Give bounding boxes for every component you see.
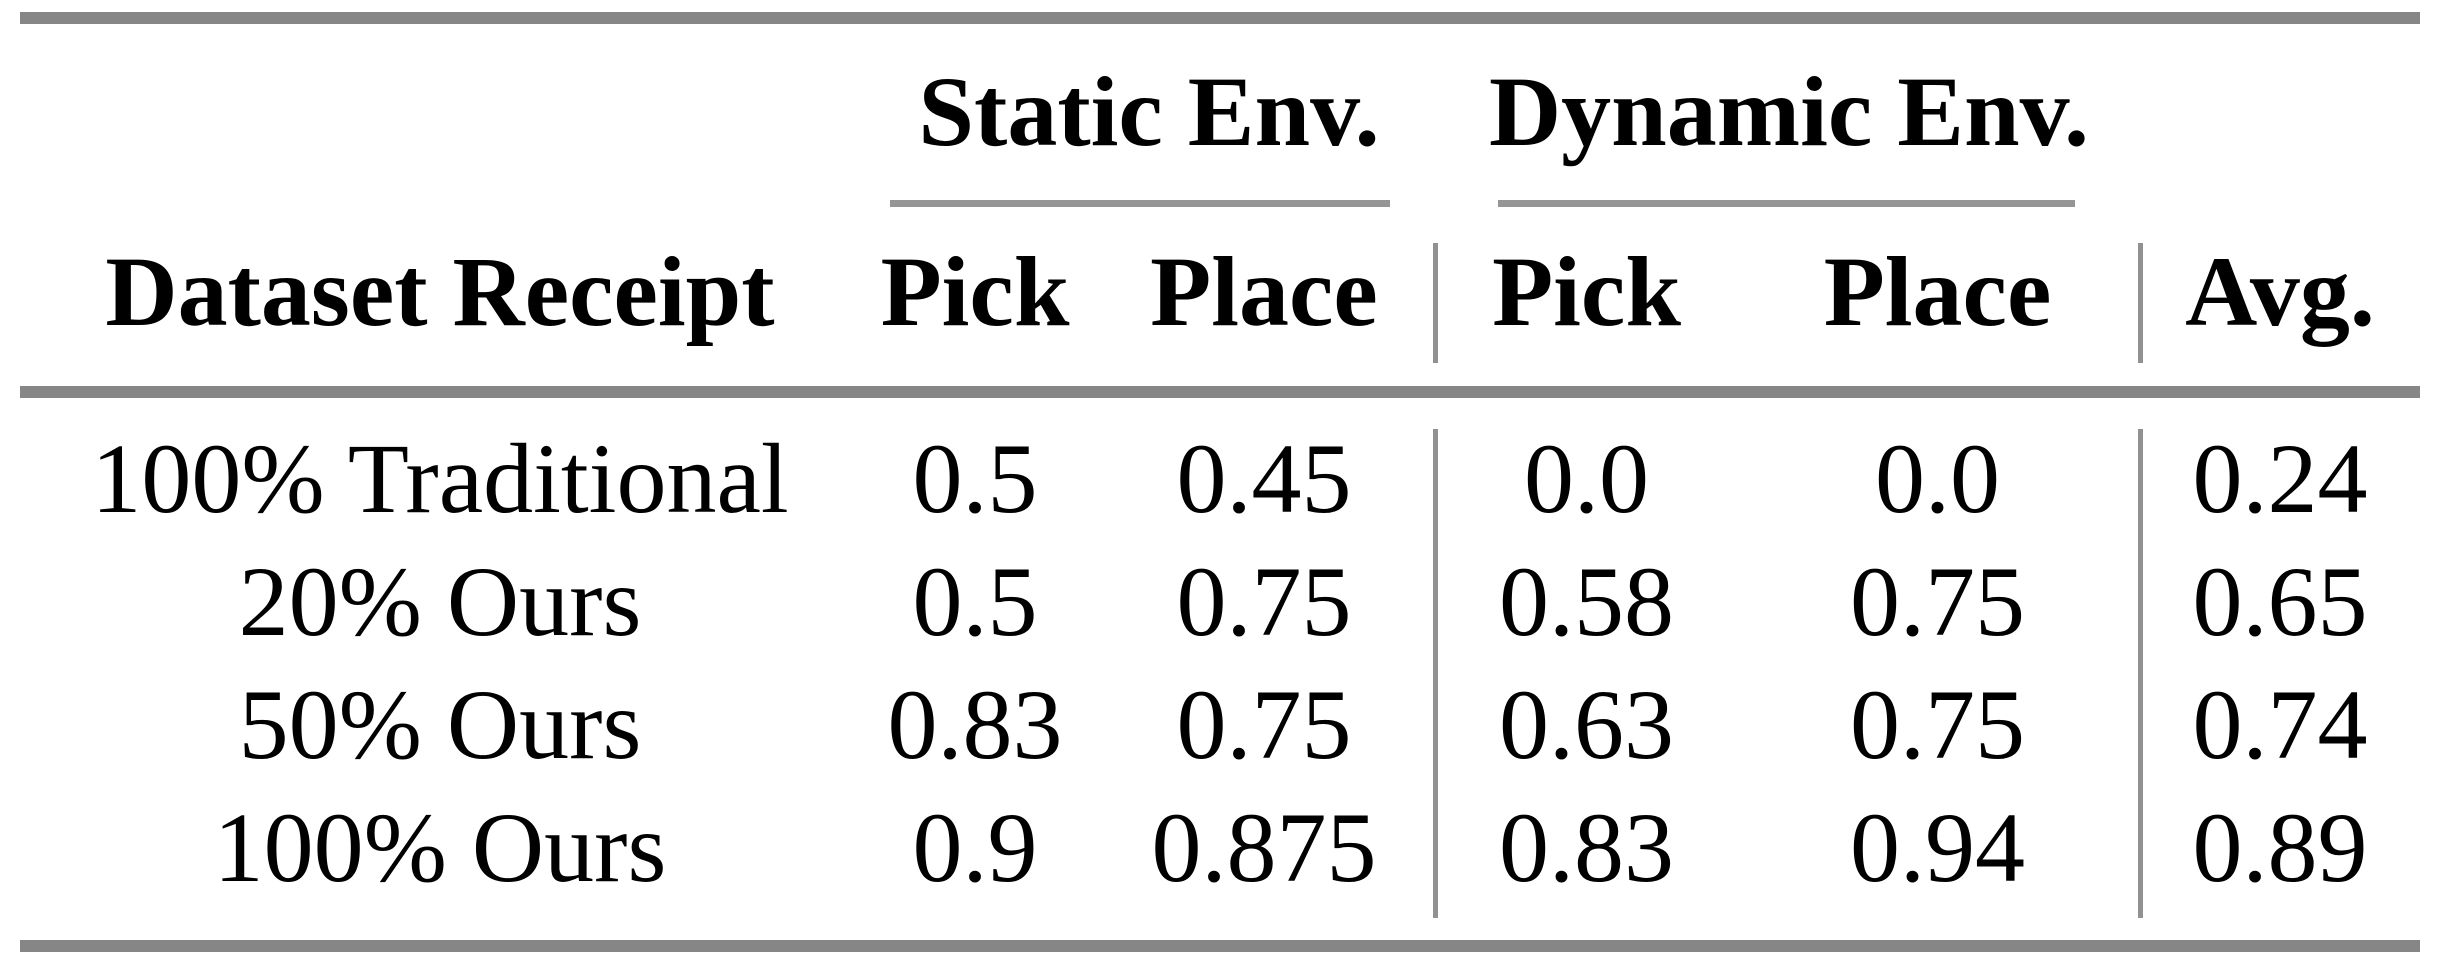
group-header-static-env: Static Env.: [918, 56, 1380, 167]
col-header-avg: Avg.: [2185, 235, 2375, 347]
table-row: 100% Ours 0.9 0.875 0.83 0.94 0.89: [20, 786, 2420, 909]
row-label: 50% Ours: [238, 668, 642, 780]
midrule-spacer-row: [20, 387, 2420, 417]
cell-dynamic-place: 0.0: [1875, 422, 2000, 534]
cell-static-place: 0.875: [1151, 791, 1377, 903]
cell-static-place: 0.75: [1176, 545, 1352, 657]
bottom-rule: [20, 940, 2420, 952]
col-header-static-pick: Pick: [880, 235, 1070, 347]
table-row: 20% Ours 0.5 0.75 0.58 0.75 0.65: [20, 540, 2420, 663]
cell-static-pick: 0.5: [912, 422, 1038, 534]
cell-dynamic-pick: 0.58: [1499, 545, 1674, 657]
cell-avg: 0.89: [2192, 791, 2368, 903]
cell-dynamic-place: 0.75: [1850, 545, 2025, 657]
cell-static-pick: 0.83: [887, 668, 1063, 780]
row-label: 100% Ours: [213, 791, 667, 903]
cell-avg: 0.24: [2192, 422, 2368, 534]
col-header-dynamic-place: Place: [1823, 235, 2052, 347]
table-row: 50% Ours 0.83 0.75 0.63 0.75 0.74: [20, 663, 2420, 786]
row-label: 100% Traditional: [91, 422, 789, 534]
spacer-cell: [20, 200, 2420, 226]
column-header-row: Dataset Receipt Pick Place Pick Place Av…: [20, 226, 2420, 387]
cell-avg: 0.74: [2192, 668, 2368, 780]
vertical-separator-avg-header: [2138, 243, 2143, 363]
top-rule: [20, 12, 2420, 24]
cell-static-place: 0.45: [1176, 422, 1352, 534]
dynamic-env-cmidrule: [1498, 200, 2075, 207]
vertical-separator-static-dynamic-header: [1433, 243, 1438, 363]
col-header-dynamic-pick: Pick: [1492, 235, 1681, 347]
group-header-row: Static Env. Dynamic Env.: [20, 24, 2420, 200]
cell-static-pick: 0.9: [912, 791, 1038, 903]
cell-dynamic-pick: 0.0: [1524, 422, 1649, 534]
row-label: 20% Ours: [238, 545, 642, 657]
spacer-cell: [20, 24, 860, 200]
col-header-static-place: Place: [1150, 235, 1378, 347]
header-midrule: [20, 386, 2420, 398]
cell-avg: 0.65: [2192, 545, 2368, 657]
table-row: 100% Traditional 0.5 0.45 0.0 0.0 0.24: [20, 417, 2420, 540]
results-table: Static Env. Dynamic Env. Dataset Receipt…: [20, 24, 2420, 909]
cell-static-pick: 0.5: [912, 545, 1038, 657]
group-header-dynamic-env: Dynamic Env.: [1488, 56, 2090, 167]
spacer-cell: [2140, 24, 2420, 200]
cmidrule-spacer-row: [20, 200, 2420, 226]
cell-dynamic-place: 0.94: [1850, 791, 2025, 903]
cell-dynamic-pick: 0.63: [1499, 668, 1674, 780]
cell-static-place: 0.75: [1176, 668, 1352, 780]
col-header-dataset-receipt: Dataset Receipt: [105, 235, 775, 347]
cell-dynamic-pick: 0.83: [1499, 791, 1674, 903]
spacer-cell: [20, 387, 2420, 417]
vertical-separator-static-dynamic-body: [1433, 429, 1438, 918]
cell-dynamic-place: 0.75: [1850, 668, 2025, 780]
vertical-separator-avg-body: [2138, 429, 2143, 918]
static-env-cmidrule: [890, 200, 1390, 207]
